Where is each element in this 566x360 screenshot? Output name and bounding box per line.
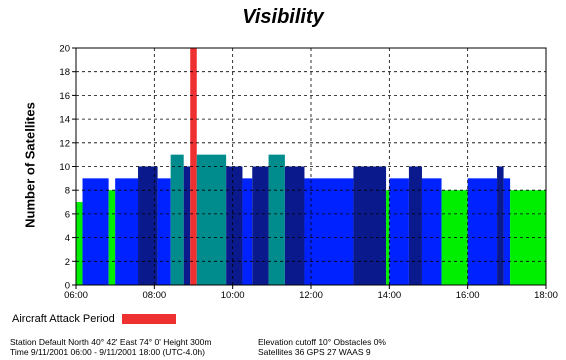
bar-segment: [284, 166, 305, 285]
station-info: Station Default North 40° 42' East 74° 0…: [10, 337, 211, 357]
x-tick-label: 12:00: [299, 290, 323, 300]
y-tick-label: 8: [65, 186, 70, 197]
chart-title: Visibility: [242, 6, 324, 28]
bar-segment: [196, 154, 227, 285]
bar-segment: [226, 166, 243, 285]
bar-segment: [242, 178, 253, 285]
bar-segment: [304, 178, 354, 285]
bar-segment: [386, 190, 390, 285]
bar-segment: [421, 178, 442, 285]
constellation-info: Elevation cutoff 10° Obstacles 0% Satell…: [258, 337, 386, 357]
bar-segment: [115, 178, 139, 285]
y-tick-label: 4: [65, 233, 70, 244]
x-tick-label: 06:00: [64, 290, 88, 300]
bar-segment: [138, 166, 158, 285]
y-tick-label: 10: [59, 162, 70, 173]
bar-segment: [252, 166, 269, 285]
legend-swatch: [122, 314, 176, 324]
bar-segment: [353, 166, 387, 285]
y-tick-label: 12: [59, 138, 70, 149]
x-tick-label: 14:00: [377, 290, 401, 300]
y-tick-label: 20: [59, 44, 70, 55]
elevation-line: Elevation cutoff 10° Obstacles 0%: [258, 337, 386, 347]
y-tick-label: 16: [59, 91, 70, 102]
bar-segment: [497, 166, 504, 285]
x-tick-label: 08:00: [142, 290, 166, 300]
bar-segment: [157, 178, 171, 285]
y-tick-label: 2: [65, 257, 70, 268]
legend-label: Aircraft Attack Period: [12, 313, 115, 325]
visibility-chart: 0 2 4 6 8 10 12 14 16 18 20 06:00 08:00 10:00 12:00 14:…: [59, 44, 558, 301]
satellites-line: Satellites 36 GPS 27 WAAS 9: [258, 347, 371, 357]
y-tick-label: 14: [59, 115, 70, 126]
time-range-line: Time 9/11/2001 06:00 - 9/11/2001 18:00 (…: [10, 347, 205, 357]
bar-segment: [170, 154, 184, 285]
x-tick-label: 16:00: [456, 290, 480, 300]
bar-segment: [389, 178, 409, 285]
station-line: Station Default North 40° 42' East 74° 0…: [10, 337, 212, 347]
y-tick-label: 0: [65, 281, 70, 292]
y-tick-label: 18: [59, 67, 70, 78]
bar-segment: [408, 166, 422, 285]
bar-segment: [190, 48, 197, 285]
bar-segment: [467, 178, 498, 285]
y-tick-label: 6: [65, 209, 70, 220]
bar-segment: [183, 166, 191, 285]
bar-segment: [76, 202, 83, 285]
x-tick-label: 18:00: [534, 290, 558, 300]
bar-segment: [503, 178, 511, 285]
bar-segment: [108, 190, 116, 285]
bar-segment: [82, 178, 109, 285]
bar-segment: [268, 154, 285, 285]
x-tick-label: 10:00: [221, 290, 245, 300]
